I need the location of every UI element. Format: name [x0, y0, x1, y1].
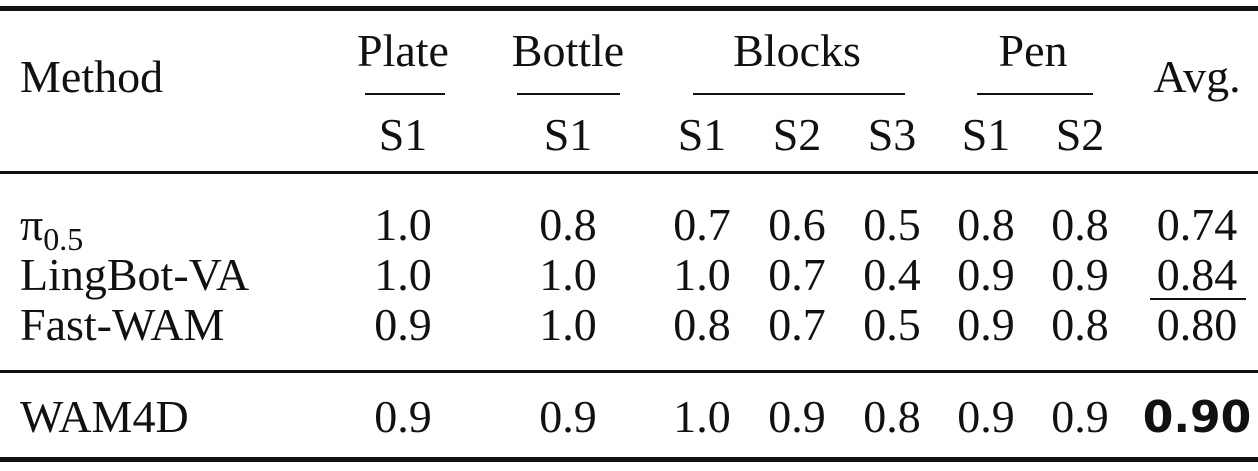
mid-rule: [0, 171, 1258, 174]
cell-value: 0.5: [863, 299, 921, 350]
cell-value: 0.9: [1051, 391, 1109, 442]
sub-label: S3: [868, 109, 917, 160]
cell-value: 0.5: [863, 199, 921, 250]
cell-value: 0.7: [673, 199, 731, 250]
sub-label: S1: [962, 109, 1011, 160]
sub-label: S2: [1056, 109, 1105, 160]
cell-avg: 0.74: [1157, 199, 1238, 250]
method-subscript: 0.5: [43, 221, 83, 257]
cell-value: 0.9: [957, 391, 1015, 442]
cell-value: 0.8: [673, 299, 731, 350]
sub-label: S1: [678, 109, 727, 160]
cell-value: 1.0: [673, 391, 731, 442]
cell-value: 0.9: [957, 249, 1015, 300]
cell-value: 0.9: [374, 299, 432, 350]
cell-value: 1.0: [374, 199, 432, 250]
cell-value: 1.0: [374, 249, 432, 300]
cell-value: 1.0: [539, 249, 597, 300]
cell-value: 0.8: [957, 199, 1015, 250]
row-method: WAM4D: [20, 391, 189, 442]
cell-value: 0.6: [768, 199, 826, 250]
cell-value: 0.9: [374, 391, 432, 442]
mid-rule: [0, 370, 1258, 373]
cell-value: 0.7: [768, 299, 826, 350]
row-method: π0.5: [20, 199, 83, 257]
top-rule: [0, 6, 1258, 11]
group-label: Plate: [357, 25, 449, 76]
group-label: Bottle: [512, 25, 624, 76]
cell-value: 0.8: [1051, 199, 1109, 250]
group-underline: [977, 93, 1093, 95]
cell-value: 1.0: [539, 299, 597, 350]
cell-value: 0.8: [863, 391, 921, 442]
cell-value: 0.7: [768, 249, 826, 300]
cell-value: 1.0: [673, 249, 731, 300]
sub-label: S2: [773, 109, 822, 160]
header-method: Method: [20, 51, 163, 102]
group-underline: [517, 93, 620, 95]
cell-value: 0.4: [863, 249, 921, 300]
group-underline: [365, 93, 445, 95]
cell-value: 0.9: [1051, 249, 1109, 300]
cell-value: 0.8: [539, 199, 597, 250]
group-underline: [693, 93, 905, 95]
sub-label: S1: [379, 109, 428, 160]
avg-underline: [1150, 298, 1246, 300]
cell-value: 0.9: [957, 299, 1015, 350]
row-method: LingBot-VA: [20, 249, 249, 300]
header-avg: Avg.: [1153, 51, 1240, 102]
group-label: Pen: [999, 25, 1068, 76]
method-symbol: π: [20, 199, 43, 250]
cell-value: 0.9: [768, 391, 826, 442]
cell-avg: 0.84: [1157, 249, 1238, 300]
row-method: Fast-WAM: [20, 299, 224, 350]
sub-label: S1: [544, 109, 593, 160]
bottom-rule: [0, 457, 1258, 462]
cell-avg: 0.80: [1157, 299, 1238, 350]
cell-avg: 0.90: [1143, 392, 1252, 443]
cell-value: 0.8: [1051, 299, 1109, 350]
cell-value: 0.9: [539, 391, 597, 442]
group-label: Blocks: [733, 25, 861, 76]
